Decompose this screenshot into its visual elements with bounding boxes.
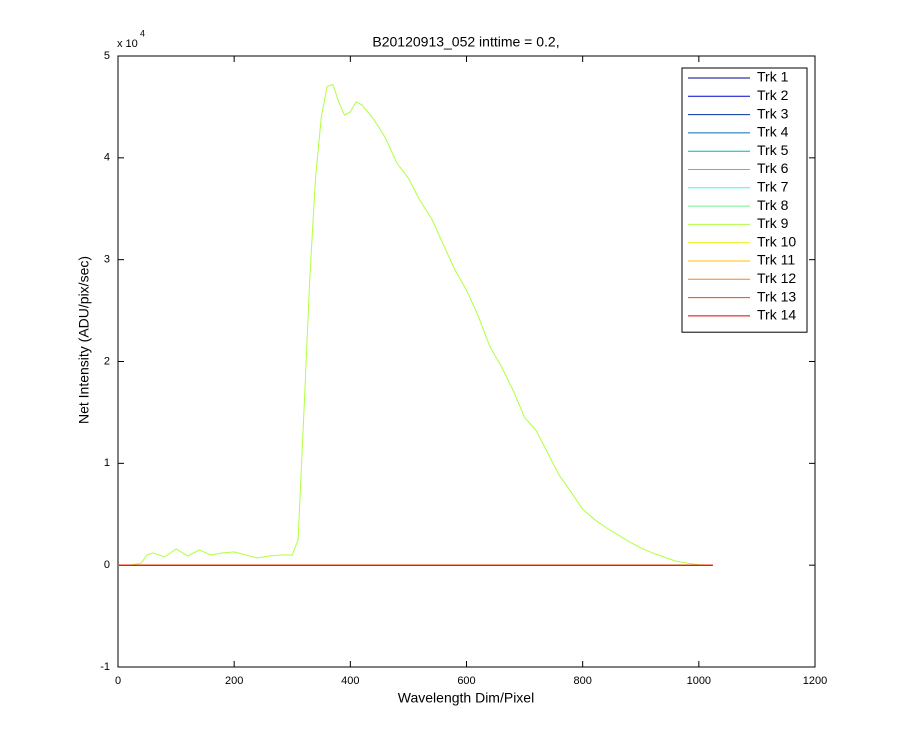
y-tick-label: 0 bbox=[104, 559, 110, 571]
legend-label: Trk 7 bbox=[757, 179, 789, 195]
legend-label: Trk 5 bbox=[757, 142, 789, 158]
legend-label: Trk 3 bbox=[757, 105, 789, 121]
x-tick-label: 600 bbox=[457, 675, 475, 687]
legend-label: Trk 13 bbox=[757, 288, 796, 304]
legend-label: Trk 12 bbox=[757, 270, 796, 286]
series-line bbox=[118, 83, 713, 566]
y-multiplier-exponent: 4 bbox=[140, 28, 145, 38]
chart-title: B20120913_052 inttime = 0.2, bbox=[372, 34, 559, 50]
x-axis-label: Wavelength Dim/Pixel bbox=[398, 690, 534, 706]
y-multiplier: x 10 bbox=[117, 38, 138, 50]
x-tick-label: 1200 bbox=[803, 675, 827, 687]
legend-label: Trk 8 bbox=[757, 197, 789, 213]
legend-label: Trk 6 bbox=[757, 160, 789, 176]
legend-box bbox=[681, 67, 808, 333]
x-tick-label: 200 bbox=[225, 675, 243, 687]
y-tick-label: 3 bbox=[104, 254, 110, 266]
y-tick-label: 5 bbox=[104, 50, 110, 62]
legend-label: Trk 2 bbox=[757, 87, 789, 103]
legend-label: Trk 4 bbox=[757, 124, 789, 140]
legend-label: Trk 9 bbox=[757, 215, 789, 231]
legend-label: Trk 11 bbox=[757, 252, 795, 268]
legend-label: Trk 14 bbox=[757, 307, 796, 323]
x-tick-label: 400 bbox=[341, 675, 359, 687]
x-tick-label: 0 bbox=[115, 675, 121, 687]
y-tick-label: -1 bbox=[100, 661, 110, 673]
x-tick-label: 800 bbox=[573, 675, 591, 687]
y-tick-label: 2 bbox=[104, 355, 110, 367]
legend-label: Trk 10 bbox=[757, 233, 796, 249]
y-tick-label: 1 bbox=[104, 457, 110, 469]
y-tick-label: 4 bbox=[104, 152, 110, 164]
x-tick-label: 1000 bbox=[687, 675, 711, 687]
y-axis-label: Net Intensity (ADU/pix/sec) bbox=[76, 256, 92, 424]
legend-label: Trk 1 bbox=[757, 69, 789, 85]
